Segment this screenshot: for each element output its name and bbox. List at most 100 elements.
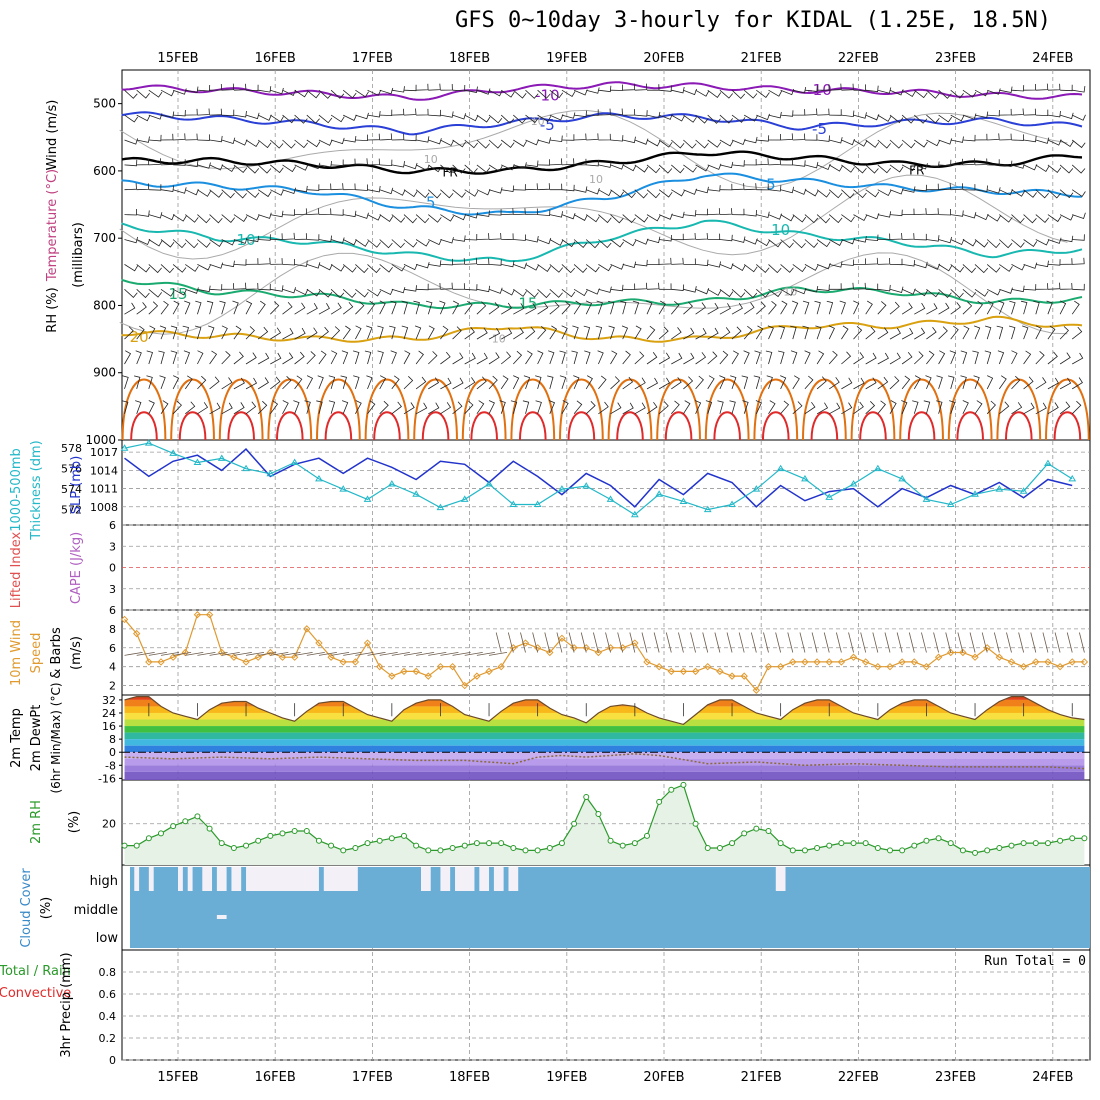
wind-barb (294, 114, 308, 124)
wind-barb (659, 85, 672, 92)
wind-barb (754, 350, 761, 365)
wind-barb (136, 210, 150, 217)
wind-barb (950, 114, 965, 122)
wind-barb (416, 136, 430, 143)
wind-barb (598, 85, 612, 93)
wind-barb (853, 236, 867, 243)
wind-barb (853, 282, 866, 290)
wind-barb (379, 133, 393, 141)
pressure-tick-label: 500 (93, 97, 116, 111)
wind-speed-point (412, 667, 420, 676)
wind-barb (585, 264, 600, 273)
wind-barb (743, 289, 758, 299)
surface-wind-barb (331, 651, 350, 656)
wind-barb (318, 350, 327, 365)
surface-wind-barb (787, 632, 794, 653)
wind-barb (124, 183, 137, 191)
wind-barb (366, 325, 373, 340)
rh-point (230, 845, 237, 851)
wind-barb (328, 400, 336, 414)
wind-barb (233, 377, 245, 390)
surface-wind-barb (160, 651, 180, 656)
isotherm-label: 5 (766, 175, 776, 193)
isotherm-25-bump (364, 378, 410, 441)
wind-barb (634, 189, 648, 199)
wind-barb (889, 258, 903, 266)
wind-barb (586, 109, 599, 116)
wind-barb (513, 303, 525, 315)
rh-point (777, 840, 784, 847)
rh-point (267, 832, 274, 839)
wind-barb (926, 183, 939, 191)
surface-wind-barb (629, 632, 636, 653)
wind-barb (839, 300, 846, 315)
wind-speed-point (886, 662, 894, 671)
surface-wind-barb (617, 632, 624, 653)
surface-wind-barb (921, 632, 927, 653)
wind-barb (719, 208, 733, 215)
wind-barb (1071, 400, 1082, 415)
wind-speed-point (679, 667, 688, 676)
wind-barb (391, 264, 406, 272)
wind-barb (172, 375, 180, 390)
wind-barb (804, 108, 818, 116)
wind-barb (379, 109, 393, 117)
wind-barb (476, 210, 490, 217)
wind-barb (817, 84, 830, 91)
date-label-bottom: 20FEB (643, 1070, 684, 1085)
cloud-high-gap (421, 867, 431, 891)
wind-barb (755, 400, 762, 414)
wind-barb (841, 259, 855, 266)
wind-barb (646, 189, 661, 199)
surface-wind-barb (440, 651, 459, 656)
wind-barb (294, 288, 309, 296)
wind-barb (440, 402, 452, 415)
wind-barb (488, 89, 503, 97)
wind-barb (743, 325, 753, 340)
wind-barb (172, 300, 180, 315)
wind-barb (379, 159, 393, 167)
wind-barb (549, 158, 563, 166)
wind-barb (962, 184, 976, 191)
wind-barb (258, 86, 272, 93)
surface-wind-barb (750, 632, 757, 653)
wind-barb (269, 400, 279, 415)
temp-band (124, 732, 1085, 740)
wind-barb (938, 350, 946, 365)
wind-barb (999, 264, 1013, 272)
wind-barb (853, 112, 867, 119)
wind-barb (367, 288, 382, 297)
wind-barb (488, 400, 495, 414)
isotherm-30-bump (373, 411, 401, 441)
wind-barb (525, 288, 539, 298)
rh-point (607, 837, 614, 844)
wind-barb (391, 133, 405, 141)
wind-barb (173, 109, 186, 117)
surface-wind-barb (173, 651, 192, 656)
wind-barb (780, 300, 788, 315)
wind-speed-point (132, 629, 141, 638)
wind-barb (367, 239, 381, 248)
wind-barb (877, 284, 891, 292)
wind-barb (403, 350, 411, 365)
surface-wind-barb (294, 651, 313, 656)
wind-barb (294, 260, 308, 267)
wind-barb (646, 111, 661, 119)
wind-barb (535, 400, 542, 414)
wind-barb (549, 325, 558, 340)
wind-barb (719, 234, 733, 242)
wind-barb (829, 109, 842, 116)
wind-barb (877, 376, 889, 390)
wind-barb (185, 401, 196, 415)
wind-barb (561, 89, 576, 98)
wind-barb (367, 264, 381, 274)
wind-barb (197, 239, 211, 248)
wind-speed-point (874, 662, 882, 671)
wind-barb (549, 135, 563, 143)
wind-barb (513, 139, 527, 147)
wind-speed-label: Speed (29, 633, 44, 674)
rh-point (668, 786, 675, 793)
wind-barb (136, 183, 150, 191)
wind-barb (294, 89, 309, 98)
thickness-point (485, 480, 493, 487)
